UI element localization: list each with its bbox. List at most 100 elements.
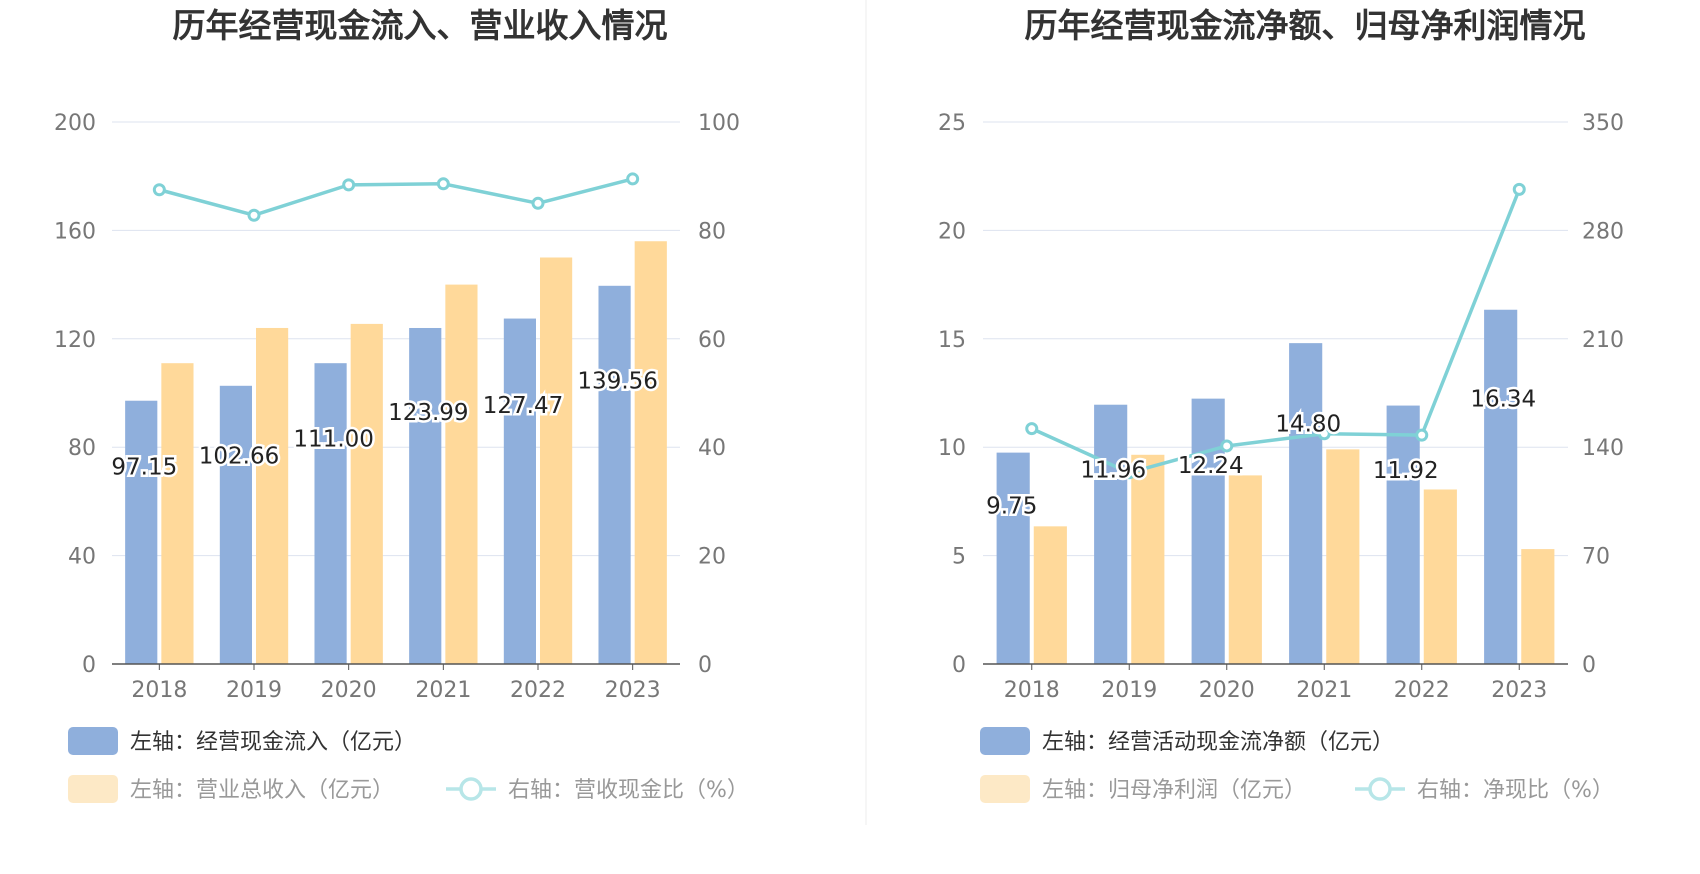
ratio-line-point: [1317, 427, 1331, 441]
ratio-line-point: [247, 208, 261, 222]
left-axis-tick-label: 80: [68, 436, 96, 461]
legend-label: 左轴：经营活动现金流净额（亿元）: [1042, 730, 1394, 755]
ratio-line-point: [531, 196, 545, 210]
bar-cash-inflow: [219, 385, 252, 664]
bar-total-revenue: [161, 363, 194, 664]
bar-operating-cash-net: [1289, 343, 1323, 664]
right-axis-tick-label: 60: [698, 328, 726, 353]
ratio-line-point: [436, 177, 450, 191]
bar-cash-inflow: [314, 363, 347, 664]
bar-data-label: 123.99: [388, 400, 468, 426]
bar-total-revenue: [445, 284, 478, 664]
ratio-line-point: [342, 178, 356, 192]
bar-data-label: 139.56: [577, 368, 657, 394]
ratio-line-point: [1025, 422, 1039, 436]
right-axis-tick-label: 0: [698, 653, 712, 678]
left-axis-tick-label: 200: [54, 111, 96, 136]
left-axis-tick-label: 15: [938, 328, 966, 353]
right-axis-tick-label: 210: [1582, 328, 1624, 353]
bar-data-label: 11.92: [1373, 458, 1439, 484]
right-axis-tick-label: 350: [1582, 111, 1624, 136]
ratio-line: [158, 177, 634, 217]
legend-label: 右轴：营收现金比（%）: [508, 778, 749, 803]
x-axis-tick-label: 2021: [415, 678, 471, 703]
right-axis-tick-label: 140: [1582, 436, 1624, 461]
bar-data-label: 102.66: [199, 443, 279, 469]
bar-net-profit: [1228, 475, 1262, 664]
left-axis-tick-label: 20: [938, 219, 966, 244]
right-axis-tick-label: 70: [1582, 545, 1610, 570]
chart-1: 历年经营现金流入、营业收入情况 0 40 80 120 160 200 0 20 40 60 80 10…: [54, 6, 749, 803]
x-axis-tick-label: 2023: [605, 678, 661, 703]
legend: 左轴：经营活动现金流净额（亿元） 左轴：归母净利润（亿元） 右轴：净现比（%）: [980, 727, 1614, 803]
left-axis-tick-label: 25: [938, 111, 966, 136]
bar-data-label: 97.15: [111, 455, 177, 481]
left-axis-tick-label: 120: [54, 328, 96, 353]
bar-total-revenue: [256, 327, 289, 664]
legend-line-marker: [459, 777, 483, 801]
right-axis-tick-label: 40: [698, 436, 726, 461]
right-axis-tick-label: 80: [698, 219, 726, 244]
bar-operating-cash-net: [1386, 405, 1420, 664]
legend: 左轴：经营现金流入（亿元） 左轴：营业总收入（亿元） 右轴：营收现金比（%）: [68, 727, 749, 803]
left-axis-tick-label: 0: [82, 653, 96, 678]
bar-operating-cash-net: [1094, 404, 1128, 664]
chart-title: 历年经营现金流入、营业收入情况: [173, 6, 668, 45]
bar-cash-inflow: [125, 400, 158, 664]
bar-operating-cash-net: [996, 452, 1030, 664]
bar-cash-inflow: [598, 285, 631, 664]
ratio-line: [1031, 188, 1521, 475]
left-axis-tick-label: 5: [952, 545, 966, 570]
ratio-line-point: [1122, 466, 1136, 480]
bar-total-revenue: [350, 323, 383, 664]
ratio-line-point: [152, 183, 166, 197]
x-axis-tick-label: 2021: [1296, 678, 1352, 703]
bar-net-profit: [1423, 489, 1457, 664]
chart-title: 历年经营现金流净额、归母净利润情况: [1025, 6, 1586, 45]
x-axis-tick-label: 2019: [1101, 678, 1157, 703]
left-axis-tick-label: 160: [54, 219, 96, 244]
bar-data-label: 127.47: [483, 393, 563, 419]
bar-total-revenue: [540, 257, 573, 664]
chart-2: 历年经营现金流净额、归母净利润情况 0 5 10 15 20 25 0 70 140 210 280 3…: [938, 6, 1624, 803]
legend-label: 右轴：净现比（%）: [1417, 778, 1614, 803]
legend-bar-swatch: [980, 727, 1030, 755]
legend-label: 左轴：营业总收入（亿元）: [130, 778, 394, 803]
bar-net-profit: [1521, 549, 1555, 664]
bar-net-profit: [1326, 449, 1360, 664]
x-axis-tick-label: 2018: [1004, 678, 1060, 703]
x-axis-tick-label: 2020: [1199, 678, 1255, 703]
bar-data-label: 111.00: [293, 426, 373, 452]
ratio-line-point: [626, 172, 640, 186]
bar-operating-cash-net: [1191, 398, 1225, 664]
x-axis-tick-label: 2019: [226, 678, 282, 703]
bar-total-revenue: [634, 241, 667, 665]
bar-data-label: 9.75: [986, 493, 1037, 519]
bar-cash-inflow: [409, 327, 442, 664]
legend-label: 左轴：归母净利润（亿元）: [1042, 778, 1306, 803]
bar-cash-inflow: [503, 318, 536, 664]
bar-operating-cash-net: [1484, 309, 1518, 664]
bar-data-label: 14.80: [1275, 411, 1341, 437]
right-axis-tick-label: 280: [1582, 219, 1624, 244]
ratio-line-point: [1220, 439, 1234, 453]
legend-bar-swatch: [980, 775, 1030, 803]
left-axis-tick-label: 0: [952, 653, 966, 678]
right-axis-tick-label: 0: [1582, 653, 1596, 678]
bar-net-profit: [1033, 526, 1067, 664]
left-axis-tick-label: 10: [938, 436, 966, 461]
legend-bar-swatch: [68, 775, 118, 803]
bar-data-label: 16.34: [1470, 386, 1536, 412]
x-axis-tick-label: 2022: [510, 678, 566, 703]
legend-bar-swatch: [68, 727, 118, 755]
x-axis-tick-label: 2023: [1491, 678, 1547, 703]
x-axis-tick-label: 2020: [321, 678, 377, 703]
ratio-line-point: [1415, 428, 1429, 442]
bar-data-label: 12.24: [1178, 453, 1244, 479]
legend-label: 左轴：经营现金流入（亿元）: [130, 730, 416, 755]
ratio-line-point: [1512, 182, 1526, 196]
right-axis-tick-label: 20: [698, 545, 726, 570]
left-axis-tick-label: 40: [68, 545, 96, 570]
